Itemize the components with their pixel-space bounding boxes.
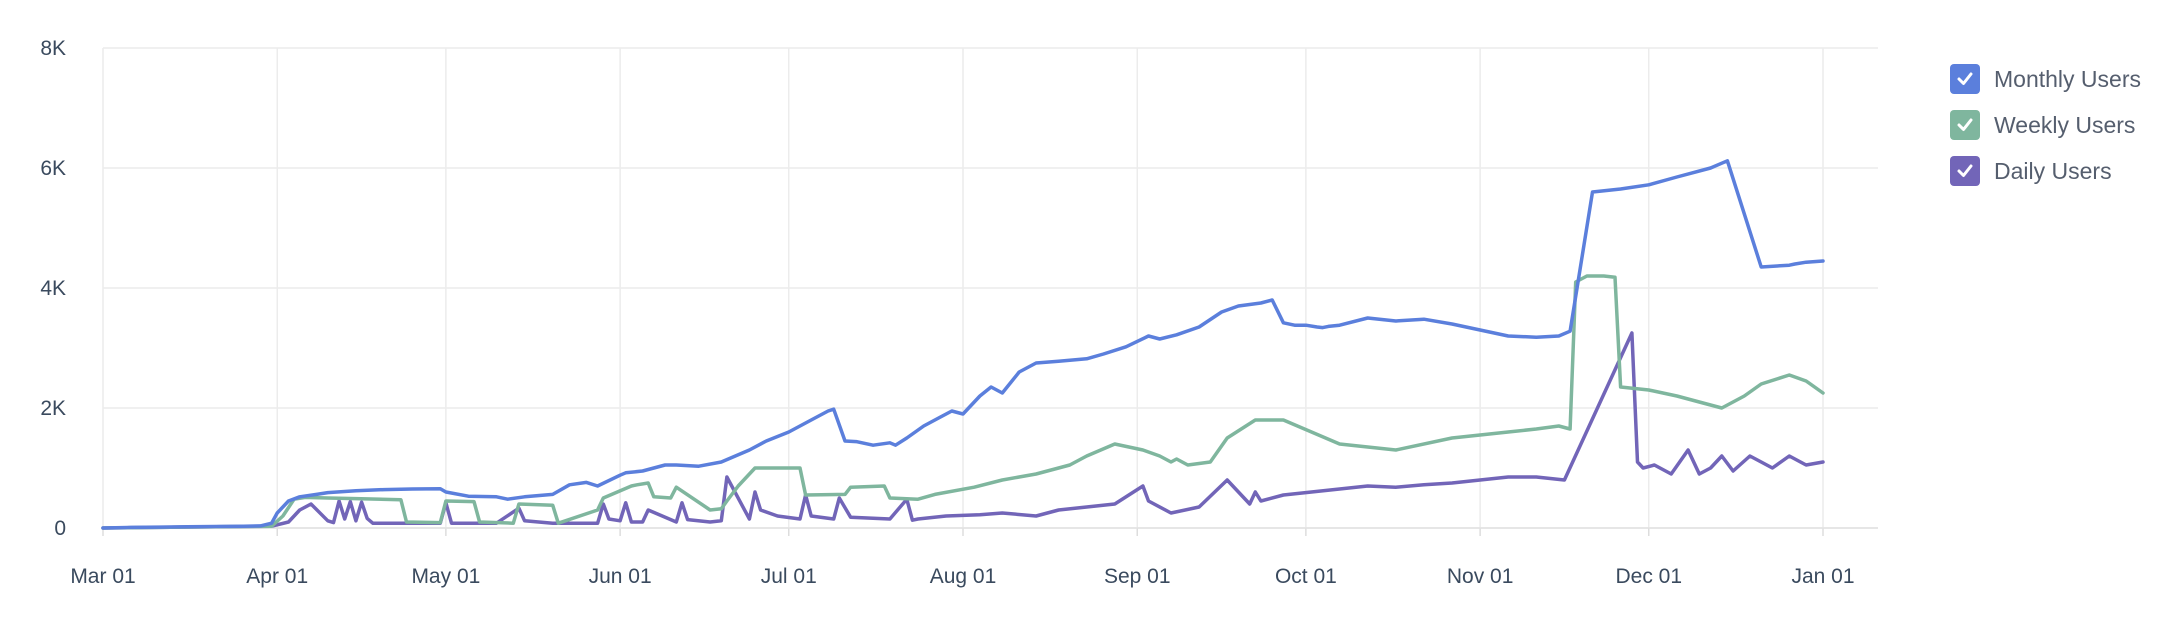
x-axis: Mar 01 Apr 01 May 01 Jun 01 Jul 01 Aug 01 Sep … bbox=[70, 527, 1878, 588]
x-tick-label: Oct 01 bbox=[1275, 565, 1337, 588]
y-tick-label: 4K bbox=[40, 277, 66, 300]
legend-label: Monthly Users bbox=[1994, 65, 2141, 92]
x-tick-label: Jul 01 bbox=[761, 565, 817, 588]
y-tick-label: 0 bbox=[54, 517, 66, 540]
legend-label: Weekly Users bbox=[1994, 111, 2136, 138]
legend-label: Daily Users bbox=[1994, 157, 2112, 184]
chart-grid bbox=[102, 47, 1878, 529]
checkbox-icon[interactable] bbox=[1950, 64, 1980, 94]
y-tick-label: 6K bbox=[40, 157, 66, 180]
y-tick-label: 2K bbox=[40, 397, 66, 420]
series-line-daily-users bbox=[101, 331, 1825, 530]
x-tick-label: Dec 01 bbox=[1615, 565, 1682, 588]
x-tick-label: Jan 01 bbox=[1791, 565, 1854, 588]
series-layer bbox=[101, 159, 1825, 530]
series-line-monthly-users bbox=[101, 159, 1825, 530]
checkbox-icon[interactable] bbox=[1950, 156, 1980, 186]
legend: Monthly Users Weekly Users Daily Users bbox=[1950, 56, 2141, 194]
x-tick-label: Apr 01 bbox=[246, 565, 308, 588]
x-tick-label: Sep 01 bbox=[1104, 565, 1171, 588]
legend-item-weekly-users[interactable]: Weekly Users bbox=[1950, 102, 2141, 148]
checkbox-icon[interactable] bbox=[1950, 110, 1980, 140]
y-axis: 0 2K 4K 6K 8K bbox=[40, 37, 66, 540]
x-tick-label: Aug 01 bbox=[930, 565, 997, 588]
x-tick-label: Jun 01 bbox=[589, 565, 652, 588]
x-tick-label: May 01 bbox=[411, 565, 480, 588]
legend-item-monthly-users[interactable]: Monthly Users bbox=[1950, 56, 2141, 102]
legend-item-daily-users[interactable]: Daily Users bbox=[1950, 148, 2141, 194]
x-tick-label: Nov 01 bbox=[1447, 565, 1514, 588]
y-tick-label: 8K bbox=[40, 37, 66, 60]
x-tick-label: Mar 01 bbox=[70, 565, 135, 588]
